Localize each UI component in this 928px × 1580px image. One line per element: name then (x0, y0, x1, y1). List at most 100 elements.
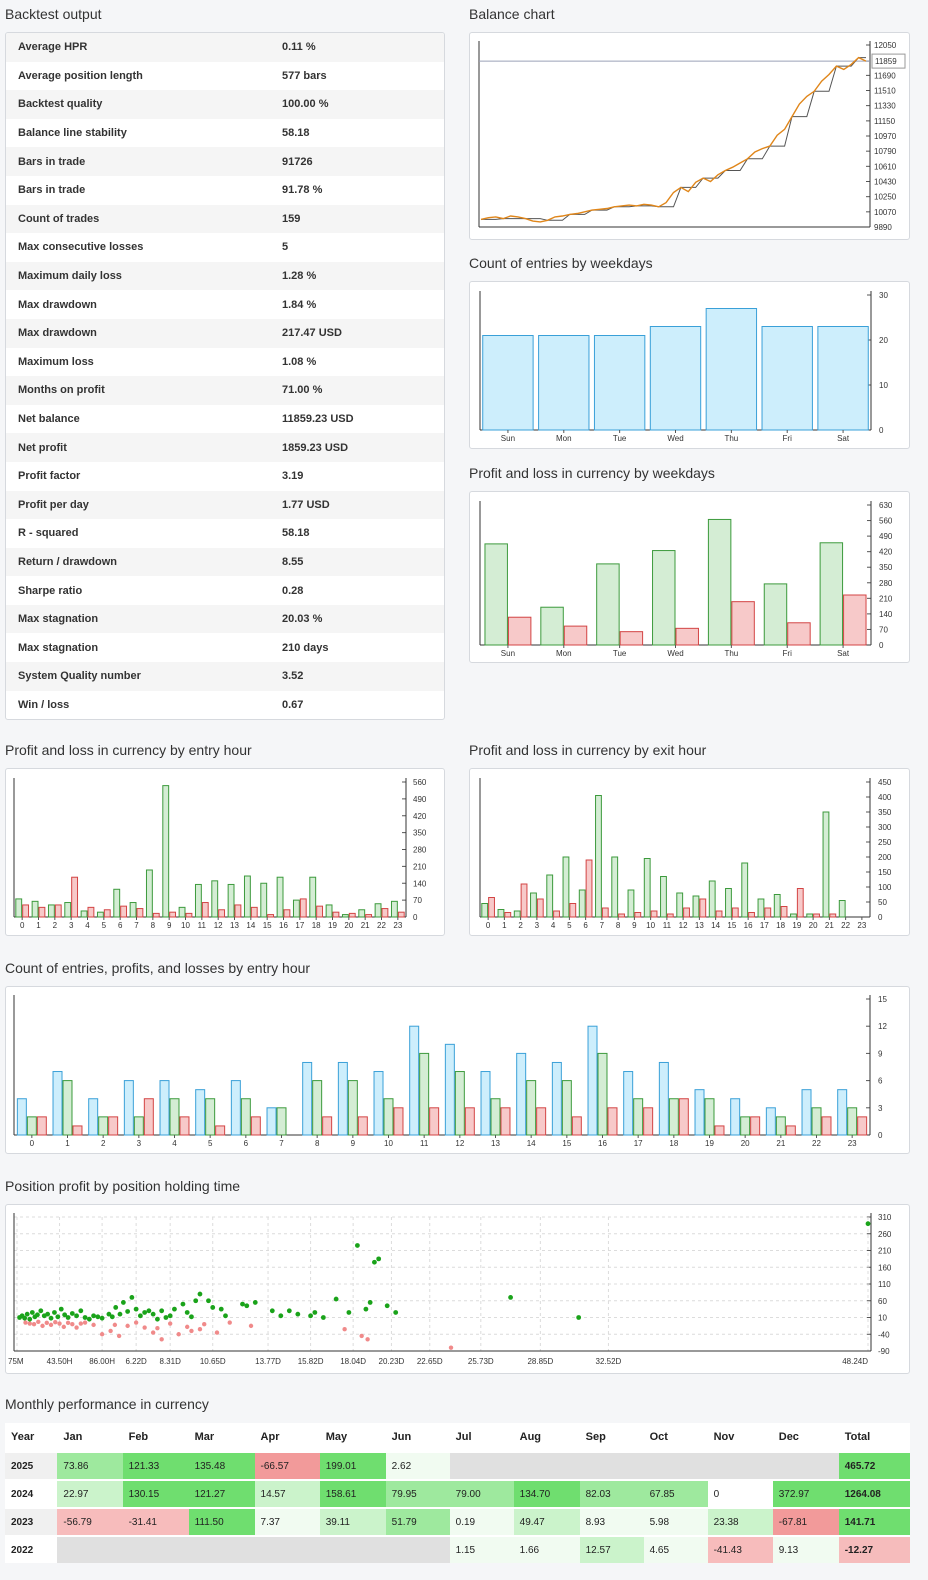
stat-value: 58.18 (282, 127, 310, 140)
bar (585, 859, 593, 918)
bar (143, 1098, 154, 1136)
bar (666, 913, 674, 918)
bar (179, 1116, 190, 1136)
x-tick-label: Mon (556, 649, 572, 658)
profit-point (65, 1315, 71, 1320)
month-cell: 1.15 (449, 1535, 514, 1563)
stat-label: Max stagnation (18, 641, 99, 654)
bar (348, 912, 356, 918)
bar (785, 1125, 796, 1136)
year-row: 2025 73.86 121.33 135.48 -66.57 199.01 2.62 465… (5, 1451, 910, 1480)
bar (302, 1061, 313, 1136)
month-cell: 39.11 (319, 1507, 386, 1536)
stats-list: Average HPR 0.11 % Average position length… (6, 33, 444, 719)
month-cell: 5.98 (643, 1507, 708, 1536)
month-cell: -67.81 (772, 1507, 839, 1536)
x-tick-label: 15 (727, 921, 736, 930)
bar (243, 875, 251, 918)
profit-point (159, 1308, 165, 1314)
y-tick-label: 280 (413, 846, 427, 855)
column-header: Nov (707, 1423, 773, 1453)
x-tick-label: 11 (420, 1139, 429, 1148)
bar (526, 1080, 537, 1136)
y-tick-label: 11150 (874, 117, 896, 126)
bar (750, 1116, 761, 1136)
column-header: Jun (385, 1423, 450, 1453)
bar (500, 1107, 511, 1136)
profit-point (86, 1316, 92, 1322)
y-tick-label: 350 (413, 829, 427, 838)
bar (194, 883, 202, 918)
x-tick-label: 2 (101, 1139, 106, 1148)
x-tick-label: 20 (741, 1139, 750, 1148)
loss-point (214, 1330, 220, 1335)
bar (520, 883, 528, 918)
profit-point (78, 1308, 84, 1314)
profit-point (62, 1312, 68, 1318)
year-row: 2022 1.15 1.66 12.57 4.65 -41.43 9.13 -12.27 (5, 1535, 910, 1563)
loss-point (125, 1323, 130, 1329)
bar (136, 908, 144, 918)
bar (829, 913, 837, 918)
x-tick-label: 12 (679, 921, 688, 930)
month-cell: 49.47 (513, 1507, 580, 1536)
y-tick-label: 420 (879, 548, 893, 557)
bar (205, 1098, 216, 1136)
profit-point (69, 1311, 75, 1316)
exit-hour-pl-title: Profit and loss in currency by exit hour (469, 742, 707, 758)
bar (16, 1098, 27, 1136)
x-tick-label: 4 (172, 1139, 177, 1148)
x-tick-label: Tue (613, 434, 627, 443)
profit-point (218, 1306, 224, 1312)
x-tick-label: 10 (646, 921, 655, 930)
x-tick-label: 17 (760, 921, 769, 930)
x-tick-label: 16 (598, 1139, 607, 1148)
x-tick-label: 23 (393, 921, 402, 930)
bar (715, 910, 723, 918)
bar (707, 518, 732, 646)
bar (806, 913, 814, 918)
month-cell (122, 1535, 189, 1563)
profit-point (384, 1303, 390, 1309)
month-cell: 199.01 (319, 1451, 386, 1480)
entry-hour-pl-title: Profit and loss in currency by entry hou… (5, 742, 252, 758)
profit-point (240, 1301, 245, 1307)
y-tick-label: 0 (878, 1131, 883, 1140)
stat-label: Sharpe ratio (18, 584, 83, 597)
weekdays-pl-title: Profit and loss in currency by weekdays (469, 465, 715, 481)
stat-label: Backtest quality (18, 98, 103, 111)
month-cell: 73.86 (57, 1451, 123, 1480)
bar (22, 904, 30, 918)
y-tick-label: 11690 (874, 71, 896, 80)
bar (817, 326, 869, 431)
x-tick-label: 4 (551, 921, 556, 930)
month-cell: 121.27 (188, 1479, 255, 1508)
bar (787, 622, 811, 646)
monthly-title: Monthly performance in currency (5, 1396, 209, 1412)
profit-point (106, 1311, 112, 1317)
x-tick-label: 19 (792, 921, 801, 930)
column-header: Feb (122, 1423, 189, 1453)
profit-point (113, 1305, 119, 1310)
y-tick-label: 9890 (874, 223, 892, 232)
stat-label: Maximum daily loss (18, 270, 122, 283)
x-tick-label: 0 (486, 921, 491, 930)
stat-value: 1.77 USD (282, 498, 330, 511)
y-tick-label: 350 (879, 563, 893, 572)
profit-point (142, 1310, 148, 1315)
stat-value: 0.67 (282, 698, 304, 711)
bar (120, 905, 128, 918)
loss-point (359, 1333, 364, 1339)
bar (283, 909, 291, 918)
bar (373, 1071, 384, 1136)
bar (169, 911, 177, 918)
bar (801, 1089, 812, 1136)
month-cell: 121.33 (122, 1451, 189, 1480)
profit-point (320, 1315, 326, 1320)
bar (513, 910, 521, 918)
bar (71, 876, 79, 918)
x-tick-label: 16 (279, 921, 288, 930)
bar (847, 1107, 858, 1136)
month-cell: 79.95 (385, 1479, 450, 1508)
